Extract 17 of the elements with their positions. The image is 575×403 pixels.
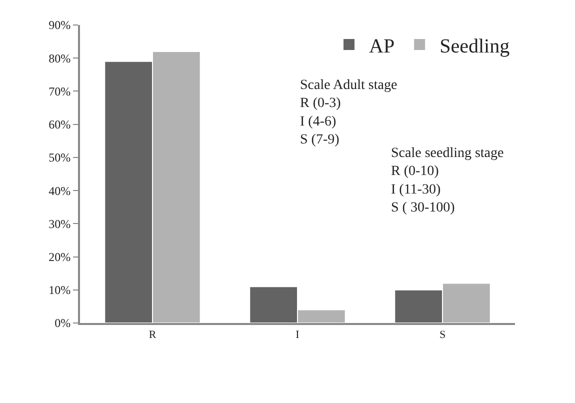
y-tick-label: 70% xyxy=(48,84,71,98)
y-tick-label: 50% xyxy=(48,150,71,165)
y-tick-label: 0% xyxy=(54,316,71,330)
y-tick-label: 80% xyxy=(48,51,71,66)
y-tick-label: 60% xyxy=(48,118,71,132)
legend-label: AP xyxy=(369,35,395,58)
x-tick-label: R xyxy=(148,329,157,342)
legend-label: Seedling xyxy=(440,35,510,58)
x-tick-label: I xyxy=(296,329,300,342)
y-tick-label: 20% xyxy=(48,250,71,264)
annotation: Scale seedling stage R (0-10) I (11-30) S ( 30-100) xyxy=(391,146,504,216)
y-tick-label: 10% xyxy=(48,283,71,298)
annotation: Scale Adult stage R (0-3) I (4-6) S (7-9) xyxy=(300,78,398,148)
x-tick-label: S xyxy=(439,329,446,342)
y-tick-label: 30% xyxy=(48,216,71,231)
y-tick-label: 90% xyxy=(48,18,71,32)
y-tick-label: 40% xyxy=(48,184,71,198)
